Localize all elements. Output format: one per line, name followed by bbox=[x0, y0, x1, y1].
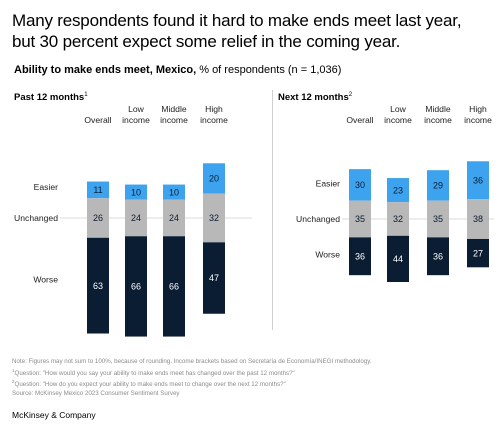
chart-title: Many respondents found it hard to make e… bbox=[12, 10, 492, 52]
note-line-2: 1Question: "How would you say your abili… bbox=[12, 367, 295, 377]
bar-unchanged-1 bbox=[87, 198, 109, 238]
title-line-1: Many respondents found it hard to make e… bbox=[12, 11, 462, 30]
bar-unchanged-2 bbox=[125, 199, 147, 237]
brand-footer: McKinsey & Company bbox=[12, 410, 96, 420]
row-label-unchanged: Unchanged bbox=[296, 214, 340, 224]
bar-unchanged-4 bbox=[467, 199, 489, 239]
data-label-worse-1: 63 bbox=[93, 281, 103, 291]
data-label-worse-2: 44 bbox=[393, 254, 403, 264]
panel-heading-next: Next 12 months2 bbox=[278, 92, 353, 104]
data-label-easier-1: 11 bbox=[93, 185, 102, 195]
data-label-worse-3: 36 bbox=[433, 251, 443, 261]
category-label-2-line-2: income bbox=[122, 115, 150, 125]
data-label-unchanged-2: 32 bbox=[393, 214, 403, 224]
category-label-2-line-1: Low bbox=[128, 104, 145, 114]
category-label-4-line-2: income bbox=[200, 115, 228, 125]
category-label-4-line-1: High bbox=[469, 104, 487, 114]
bar-unchanged-2 bbox=[387, 202, 409, 236]
chart-notes: Note: Figures may not sum to 100%, becau… bbox=[12, 358, 492, 399]
bar-easier-2 bbox=[387, 178, 409, 203]
row-label-worse: Worse bbox=[315, 249, 340, 259]
data-label-easier-1: 30 bbox=[355, 180, 365, 190]
note-line-3: 2Question: "How do you expect your abili… bbox=[12, 379, 286, 389]
data-label-easier-2: 10 bbox=[131, 187, 141, 197]
bar-worse-1 bbox=[87, 237, 109, 334]
bar-easier-2 bbox=[125, 184, 147, 200]
row-label-easier: Easier bbox=[316, 179, 340, 189]
bar-worse-2 bbox=[387, 235, 409, 282]
data-label-easier-4: 36 bbox=[473, 175, 483, 185]
bar-unchanged-4 bbox=[203, 193, 225, 243]
category-label-2-line-2: income bbox=[384, 115, 412, 125]
bar-easier-1 bbox=[87, 181, 109, 199]
panel-heading-past: Past 12 months1 bbox=[14, 92, 88, 104]
category-label-2-line-1: Low bbox=[390, 104, 407, 114]
bar-easier-4 bbox=[203, 163, 225, 194]
data-label-unchanged-1: 35 bbox=[355, 214, 365, 224]
category-label-1-line-2: Overall bbox=[346, 115, 373, 125]
bar-unchanged-3 bbox=[163, 199, 185, 237]
data-label-easier-4: 20 bbox=[209, 174, 219, 184]
bar-worse-1 bbox=[349, 237, 371, 276]
bar-easier-1 bbox=[349, 169, 371, 201]
note-line-4: Source: McKinsey Mexico 2023 Consumer Se… bbox=[12, 389, 180, 397]
bar-unchanged-3 bbox=[427, 200, 449, 238]
note-line-1: Note: Figures may not sum to 100%, becau… bbox=[12, 358, 372, 365]
data-label-unchanged-3: 35 bbox=[433, 214, 443, 224]
data-label-worse-2: 66 bbox=[131, 282, 141, 292]
data-label-worse-3: 66 bbox=[169, 282, 179, 292]
data-label-easier-2: 23 bbox=[393, 185, 403, 195]
data-label-easier-3: 10 bbox=[169, 187, 179, 197]
data-label-unchanged-4: 32 bbox=[209, 213, 219, 223]
bar-easier-3 bbox=[427, 170, 449, 201]
subtitle-rest: % of respondents (n = 1,036) bbox=[196, 64, 342, 76]
data-label-easier-3: 29 bbox=[433, 181, 443, 191]
category-label-1-line-2: Overall bbox=[84, 115, 111, 125]
row-label-easier: Easier bbox=[34, 182, 58, 192]
data-label-worse-1: 36 bbox=[355, 251, 365, 261]
data-label-worse-4: 47 bbox=[209, 273, 219, 283]
bar-worse-3 bbox=[163, 236, 185, 337]
panel-divider bbox=[272, 90, 273, 330]
data-label-worse-4: 27 bbox=[473, 248, 483, 258]
chart-subtitle: Ability to make ends meet, Mexico, % of … bbox=[14, 64, 341, 76]
bar-worse-4 bbox=[203, 242, 225, 314]
data-label-unchanged-3: 24 bbox=[169, 213, 179, 223]
category-label-4-line-2: income bbox=[464, 115, 492, 125]
bar-worse-2 bbox=[125, 236, 147, 337]
category-label-3-line-1: Middle bbox=[161, 104, 187, 114]
data-label-unchanged-4: 38 bbox=[473, 214, 483, 224]
bar-worse-4 bbox=[467, 238, 489, 268]
title-line-2: but 30 percent expect some relief in the… bbox=[12, 32, 401, 51]
row-label-unchanged: Unchanged bbox=[14, 213, 58, 223]
row-label-worse: Worse bbox=[33, 275, 58, 285]
bar-worse-3 bbox=[427, 237, 449, 276]
bar-easier-3 bbox=[163, 184, 185, 200]
data-label-unchanged-1: 26 bbox=[93, 213, 103, 223]
bar-easier-4 bbox=[467, 161, 489, 200]
category-label-3-line-2: income bbox=[424, 115, 452, 125]
subtitle-bold: Ability to make ends meet, Mexico, bbox=[14, 64, 197, 76]
category-label-3-line-2: income bbox=[160, 115, 188, 125]
category-label-4-line-1: High bbox=[205, 104, 223, 114]
category-label-3-line-1: Middle bbox=[425, 104, 451, 114]
data-label-unchanged-2: 24 bbox=[131, 213, 141, 223]
bar-unchanged-1 bbox=[349, 200, 371, 238]
